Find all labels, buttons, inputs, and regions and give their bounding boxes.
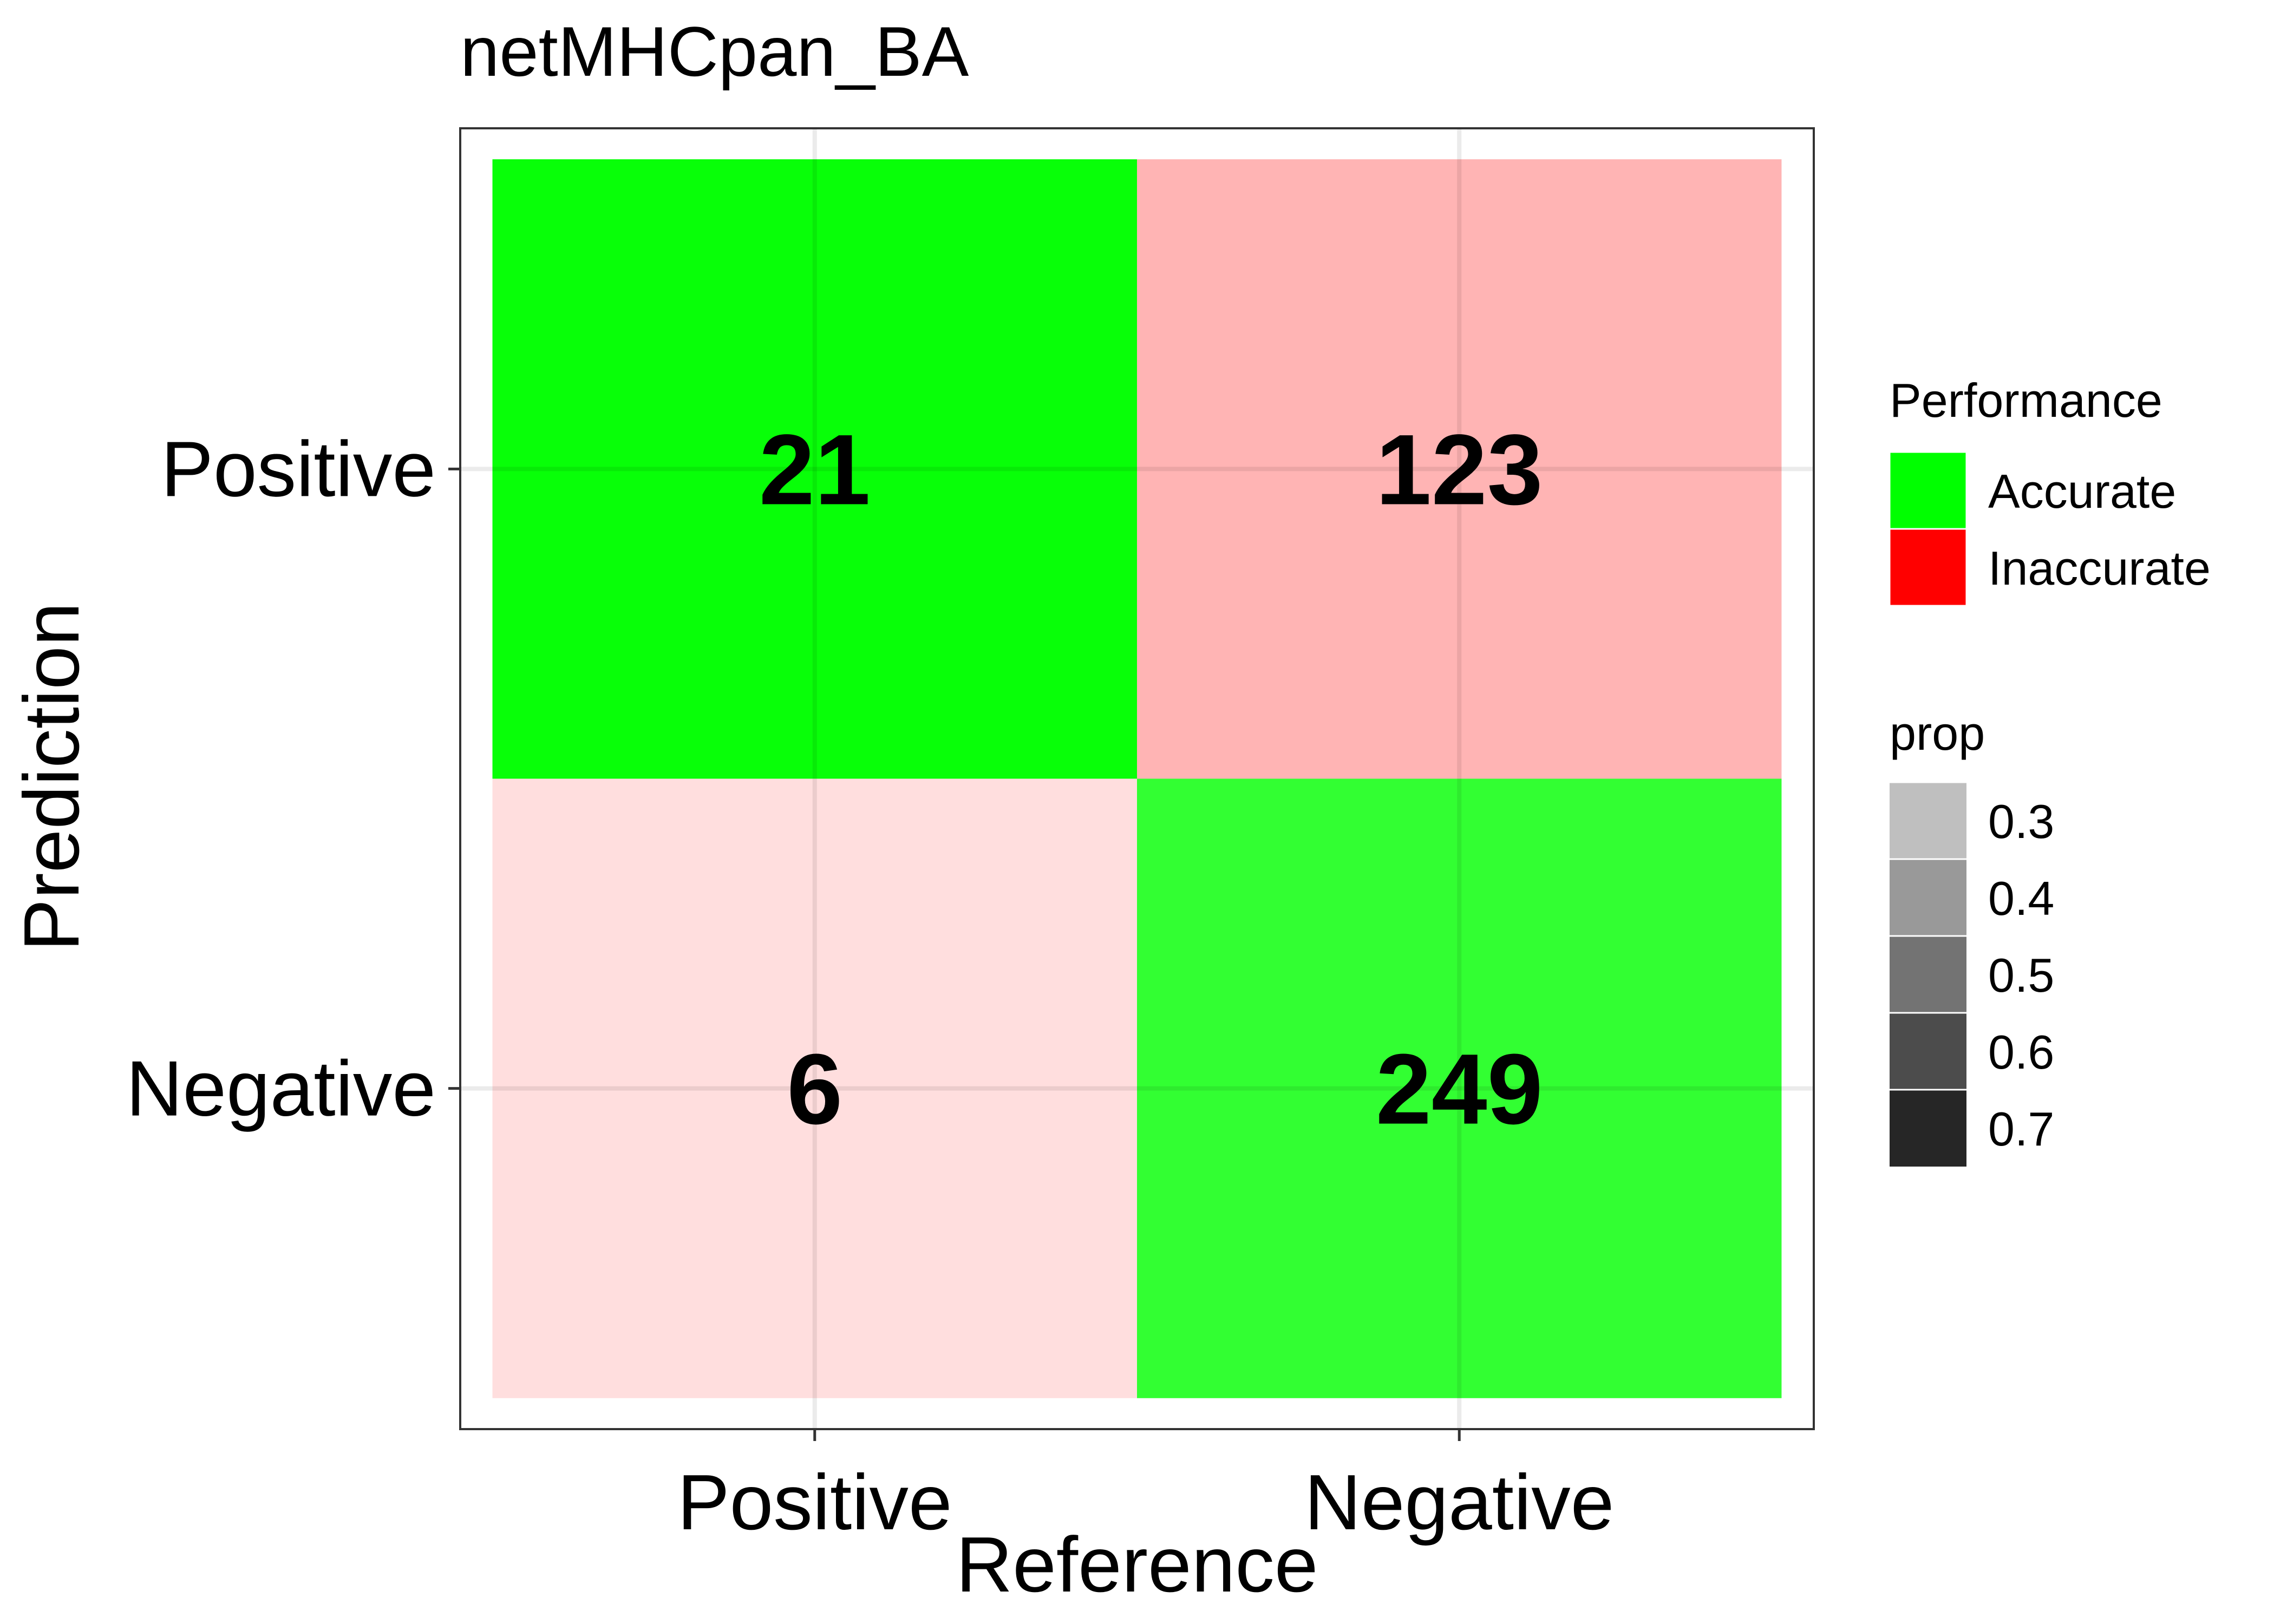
legend-key-prop-0-5 (1890, 936, 1966, 1013)
legend-label-accurate: Accurate (1988, 464, 2176, 518)
cell-negative-positive (492, 778, 1137, 1398)
legend-label-inaccurate: Inaccurate (1988, 541, 2211, 595)
x-tick-label-negative: Negative (1304, 1458, 1614, 1546)
y-tick-label-negative: Negative (126, 1045, 436, 1132)
legend-key-prop-0-3 (1890, 782, 1966, 859)
legend-key-prop-0-4 (1890, 859, 1966, 936)
legend-label-prop-0-7: 0.7 (1988, 1102, 2054, 1156)
cell-count-labels: 21 123 6 249 (759, 414, 1543, 1145)
grid-lines (460, 128, 1814, 1429)
legend-performance: Performance Accurate Inaccurate (1889, 374, 2211, 607)
legend-label-prop-0-6: 0.6 (1988, 1025, 2054, 1079)
cell-negative-negative (1137, 778, 1782, 1398)
x-tick-label-positive: Positive (677, 1458, 952, 1546)
legend-label-prop-0-3: 0.3 (1988, 795, 2054, 848)
cell-count-positive-negative: 123 (1376, 414, 1543, 526)
cell-count-positive-positive: 21 (759, 414, 871, 526)
y-tick-label-positive: Positive (161, 425, 436, 513)
legend-prop-title: prop (1890, 706, 1985, 760)
cell-positive-negative (1137, 159, 1782, 779)
heatmap-cells (492, 159, 1782, 1398)
cell-count-negative-negative: 249 (1376, 1034, 1543, 1145)
chart-title: netMHCpan_BA (460, 12, 969, 91)
plot-panel-border (459, 127, 1815, 1430)
legend-key-prop-0-7 (1890, 1090, 1966, 1167)
legend-key-inaccurate (1889, 528, 1968, 607)
cell-count-negative-positive: 6 (787, 1034, 842, 1145)
axes: Positive Negative Positive Negative (126, 425, 1615, 1546)
legend-key-prop-0-6 (1890, 1013, 1966, 1090)
legend-prop: prop 0.3 0.4 0.5 0.6 0.7 (1890, 706, 2054, 1167)
legend-performance-title: Performance (1890, 374, 2162, 427)
legend-label-prop-0-5: 0.5 (1988, 948, 2054, 1002)
cell-positive-positive (492, 159, 1137, 779)
x-axis-title: Reference (956, 1521, 1318, 1608)
y-axis-title: Prediction (8, 603, 95, 952)
legend-label-prop-0-4: 0.4 (1988, 872, 2054, 925)
legend-key-accurate (1889, 451, 1968, 530)
